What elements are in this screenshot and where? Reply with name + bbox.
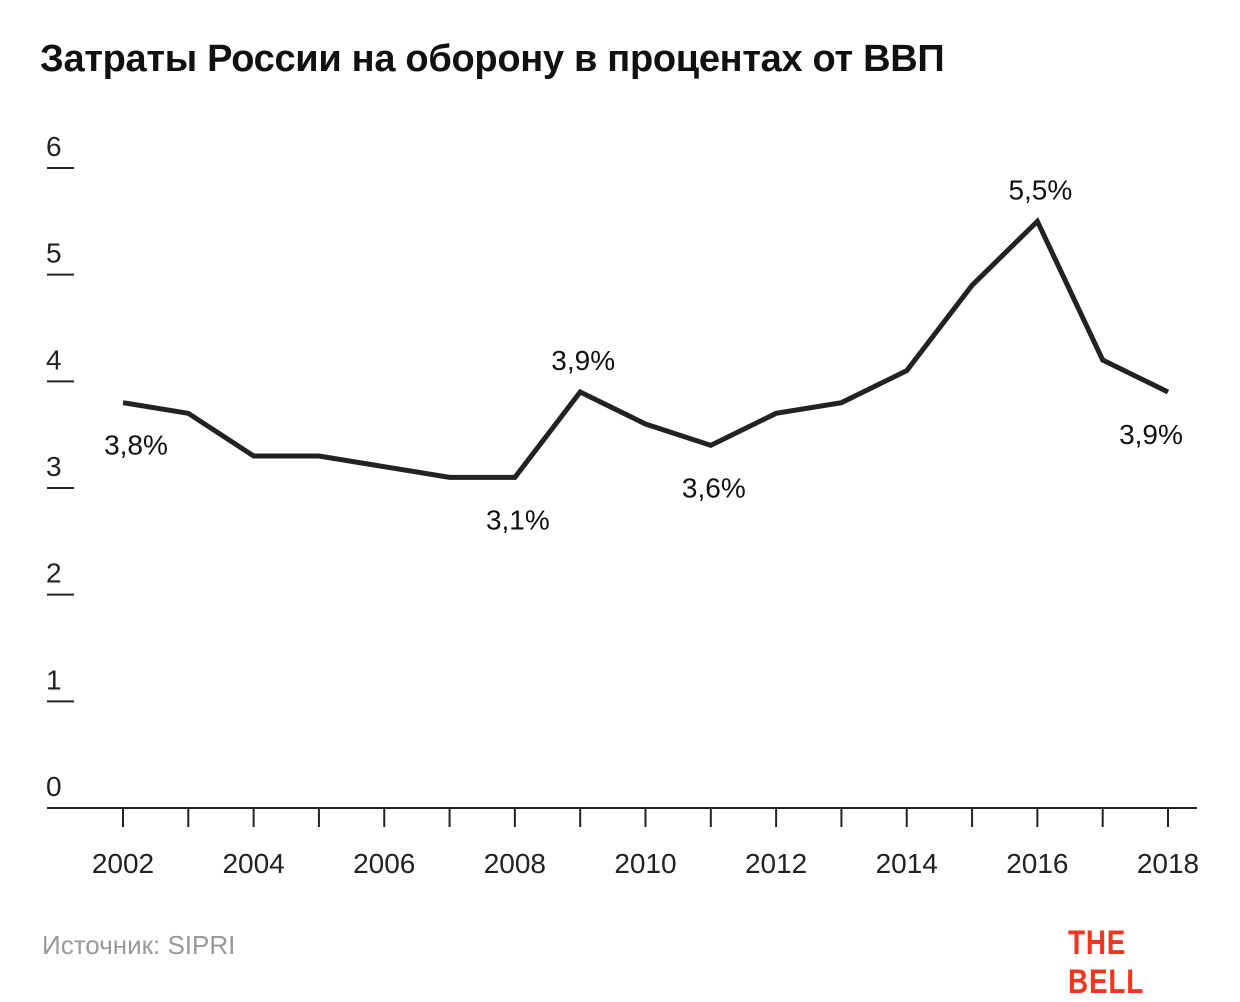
x-tick-label: 2018 (1137, 848, 1199, 879)
x-tick-label: 2016 (1006, 848, 1068, 879)
data-label: 5,5% (1008, 174, 1072, 205)
y-tick-label: 0 (46, 771, 62, 802)
y-tick-label: 2 (46, 558, 62, 589)
data-label: 3,8% (104, 430, 168, 461)
x-tick-label: 2010 (614, 848, 676, 879)
x-tick-label: 2012 (745, 848, 807, 879)
data-label: 3,9% (1119, 419, 1183, 450)
y-tick-label: 6 (46, 131, 62, 162)
source-note: Источник: SIPRI (42, 930, 235, 961)
x-tick-label: 2014 (876, 848, 938, 879)
the-bell-logo: THE BELL (1068, 924, 1209, 1002)
y-tick-label: 1 (46, 664, 62, 695)
data-label: 3,1% (486, 504, 550, 535)
y-tick-label: 3 (46, 451, 62, 482)
y-tick-label: 4 (46, 344, 62, 375)
x-tick-label: 2004 (222, 848, 284, 879)
data-label: 3,9% (551, 345, 615, 376)
y-tick-label: 5 (46, 238, 62, 269)
data-line (123, 221, 1168, 477)
data-label: 3,6% (682, 472, 746, 503)
x-tick-label: 2006 (353, 848, 415, 879)
x-tick-label: 2008 (484, 848, 546, 879)
x-tick-label: 2002 (92, 848, 154, 879)
